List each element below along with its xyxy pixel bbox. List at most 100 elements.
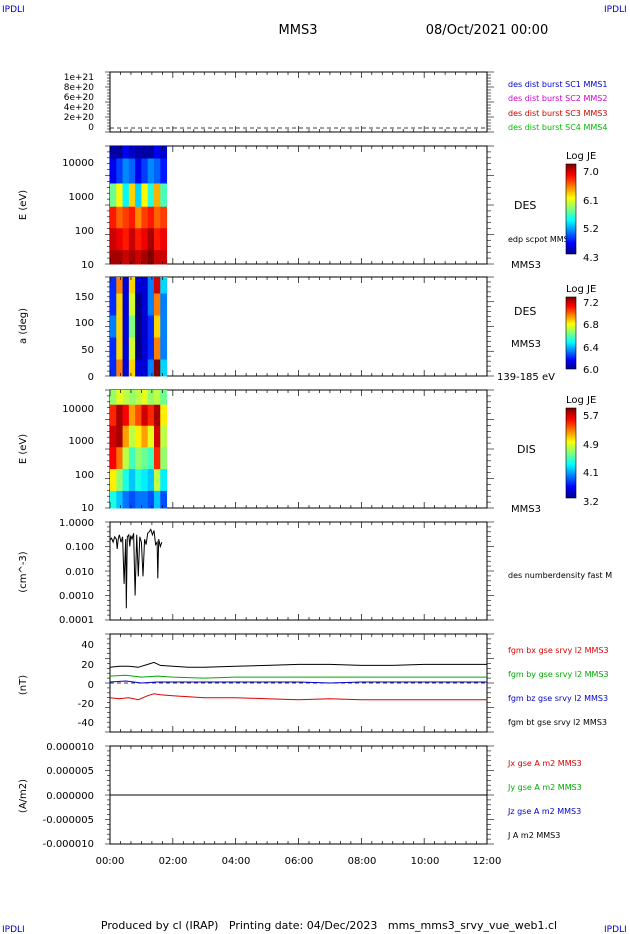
p4-label-dis: DIS: [517, 443, 536, 456]
spectrogram-cell: [122, 183, 130, 208]
series-line-3: [109, 680, 487, 684]
p1-ytick-6: 0: [88, 123, 94, 133]
spectrogram-cell: [122, 206, 130, 229]
p3-ytick-2: 100: [75, 318, 94, 329]
spectrogram-cell: [116, 404, 124, 427]
p2-cbar-tick-4: 4.3: [583, 253, 599, 264]
spectrogram-cell: [128, 293, 136, 316]
spectrogram-cell: [153, 425, 161, 448]
spectrogram-cell: [141, 337, 149, 360]
series-line-1: [109, 528, 163, 609]
spectrogram-cell: [110, 277, 117, 294]
p4-ylabel: E (eV): [18, 434, 29, 464]
series-line-4: [109, 661, 487, 668]
p4-ytick-3: 100: [75, 470, 94, 481]
spectrogram-cell: [128, 425, 136, 448]
spectrogram-cell: [116, 447, 124, 470]
spectrogram-cell: [135, 469, 142, 492]
magnetic-field-panel: [109, 661, 487, 701]
p4-ytick-2: 1000: [69, 436, 94, 447]
spectrogram-cell: [160, 337, 168, 360]
p6-ytick-2: 20: [81, 660, 94, 671]
p5-ylabel: (cm^-3): [18, 551, 29, 592]
spectrogram-cell: [135, 490, 142, 509]
spectrogram-cell: [141, 447, 149, 470]
spectrogram-cell: [128, 447, 136, 470]
p7-ytick-3: 0.000000: [46, 791, 94, 802]
spectrogram-cell: [147, 250, 155, 265]
p2-spacecraft: MMS3: [511, 260, 541, 271]
spectrogram-cell: [153, 206, 161, 229]
spectrogram-cell: [153, 228, 161, 251]
p6-ytick-3: 0: [88, 680, 94, 691]
spectrogram-cell: [116, 469, 124, 492]
spectrogram-cell: [141, 183, 149, 208]
spectrogram-cell: [153, 250, 161, 265]
p3-ylabel: a (deg): [18, 308, 29, 344]
spectrogram-cell: [147, 277, 155, 294]
spectrogram-cell: [160, 206, 168, 229]
spectrogram-cell: [128, 359, 136, 377]
spectrogram-cell: [147, 359, 155, 377]
p4-colorbar: [565, 407, 577, 499]
p5-ytick-2: 0.100: [65, 542, 94, 553]
p2-ytick-1: 10000: [62, 158, 94, 169]
panel-frame-1: [109, 71, 488, 133]
spectrogram-cell: [110, 425, 117, 448]
spectrogram-cell: [110, 337, 117, 360]
spectrogram-cell: [116, 490, 124, 509]
spectrogram-cell: [128, 228, 136, 251]
spectrogram-cell: [141, 425, 149, 448]
spectrogram-cell: [160, 277, 168, 294]
p4-colorbar-title: Log JE: [566, 395, 596, 406]
spectrogram-cell: [141, 158, 149, 184]
spectrogram-cell: [122, 146, 130, 159]
spectrogram-cell: [122, 447, 130, 470]
series-line-2: [109, 674, 487, 679]
p3-cbar-tick-2: 6.8: [583, 320, 599, 331]
spectrogram-cell: [153, 359, 161, 377]
corner-label-top-left: IPDLI: [2, 5, 25, 15]
spectrogram-cell: [160, 315, 168, 338]
time-tick-5: 10:00: [411, 856, 440, 867]
p4-cbar-tick-4: 3.2: [583, 497, 599, 508]
p7-legend-jx: Jx gse A m2 MMS3: [507, 759, 582, 768]
density-panel: [109, 528, 163, 609]
p5-ytick-4: 0.0010: [59, 591, 94, 602]
p1-ytick-3: 6e+20: [64, 93, 95, 103]
spectrogram-cell: [147, 337, 155, 360]
p6-legend-bx: fgm bx gse srvy l2 MMS3: [508, 646, 609, 655]
p2-label-des: DES: [514, 199, 536, 212]
spectrogram-cell: [128, 469, 136, 492]
p6-legend-bz: fgm bz gse srvy l2 MMS3: [508, 694, 608, 703]
p3-ytick-3: 50: [81, 345, 94, 356]
p2-ylabel: E (eV): [18, 190, 29, 220]
p6-ytick-5: -40: [78, 718, 94, 729]
spectrogram-cell: [141, 390, 149, 406]
spectrogram-cell: [128, 390, 136, 406]
spectrogram-cell: [110, 447, 117, 470]
spectrogram-cell: [110, 469, 117, 492]
spectrogram-cell: [147, 183, 155, 208]
p1-ytick-4: 4e+20: [64, 103, 95, 113]
dis-energy-spectrogram: [110, 390, 168, 509]
spectrogram-cell: [128, 315, 136, 338]
p3-label-mms3: MMS3: [511, 339, 541, 350]
spectrogram-cell: [135, 359, 142, 377]
spectrogram-cell: [141, 359, 149, 377]
spectrogram-cell: [160, 390, 168, 406]
spectrogram-cell: [141, 404, 149, 427]
spectrogram-cell: [153, 315, 161, 338]
spectrogram-cell: [122, 277, 130, 294]
spectrogram-cell: [135, 206, 142, 229]
p5-ytick-1: 1.0000: [59, 518, 94, 529]
spectrogram-cell: [116, 250, 124, 265]
spectrogram-cell: [135, 390, 142, 406]
spectrogram-cell: [116, 359, 124, 377]
spectrogram-cell: [153, 277, 161, 294]
panel-frame-5: [109, 521, 488, 621]
p7-ylabel: (A/m2): [18, 779, 29, 813]
p5-ytick-5: 0.0001: [59, 615, 94, 626]
spectrogram-cell: [122, 158, 130, 184]
